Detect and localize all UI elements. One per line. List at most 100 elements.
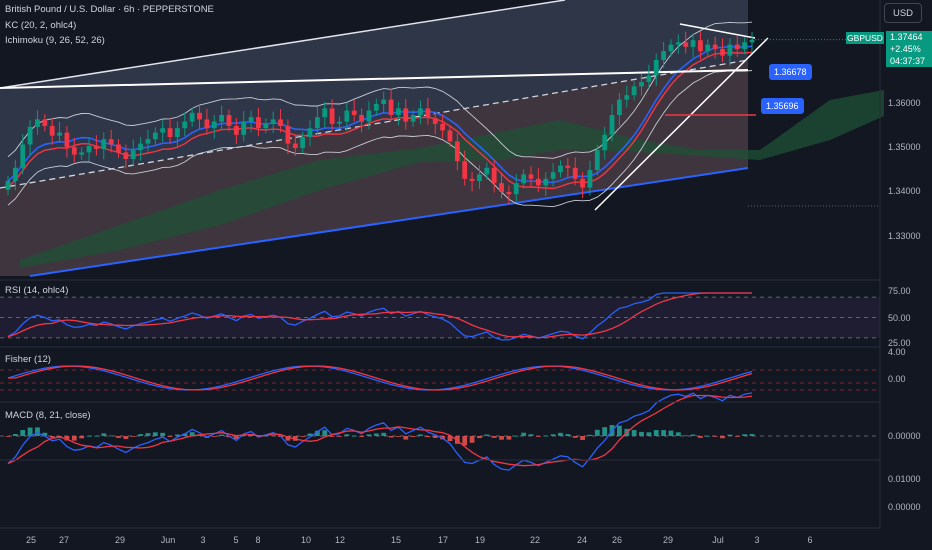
macd-histogram-bar <box>646 432 652 436</box>
candle-body <box>263 123 269 129</box>
macd-histogram-bar <box>639 431 644 436</box>
currency-button[interactable]: USD <box>884 3 922 23</box>
candle-body <box>248 117 254 122</box>
candle-body <box>337 121 342 124</box>
macd-histogram-bar <box>727 434 733 436</box>
macd-histogram-bar <box>233 436 239 439</box>
candle-body <box>145 139 151 144</box>
candle-body <box>93 145 99 149</box>
level-label-1[interactable]: 1.36678 <box>769 64 812 80</box>
macd-histogram-bar <box>211 436 217 437</box>
candle-body <box>108 139 114 145</box>
candle-body <box>749 39 755 43</box>
macd-histogram-bar <box>403 436 409 440</box>
macd-histogram-bar <box>749 434 755 436</box>
x-tick: 29 <box>114 535 126 545</box>
macd-histogram-bar <box>543 435 549 437</box>
ichimoku-indicator-label[interactable]: Ichimoku (9, 26, 52, 26) <box>5 35 105 46</box>
channel-midline <box>0 59 749 189</box>
macd-histogram-bar <box>300 436 306 437</box>
macd-histogram-bar <box>506 436 512 440</box>
x-tick: 24 <box>576 535 588 545</box>
candle-body <box>543 178 549 186</box>
rsi-label[interactable]: RSI (14, ohlc4) <box>5 285 69 296</box>
main-price-pane <box>0 0 884 277</box>
candle-body <box>484 167 490 175</box>
fisher-tick: 4.00 <box>888 347 906 357</box>
symbol-title: British Pound / U.S. Dollar · 6h · PEPPE… <box>5 4 214 15</box>
candle-body <box>447 130 453 142</box>
x-tick: 8 <box>255 535 261 545</box>
candle-body <box>152 132 158 140</box>
rising-trendline <box>594 37 769 211</box>
macd-histogram-bar <box>668 430 674 436</box>
macd-histogram-bar <box>42 432 48 436</box>
candle-body <box>624 95 630 100</box>
macd-histogram-bar <box>12 434 18 436</box>
rsi-pane <box>0 292 880 341</box>
candle-body <box>646 75 652 82</box>
y-tick: 1.34000 <box>888 186 921 196</box>
macd-histogram-bar <box>130 436 136 437</box>
macd-pane <box>0 392 880 471</box>
kc-indicator-label[interactable]: KC (20, 2, ohlc4) <box>5 20 77 31</box>
macd-label[interactable]: MACD (8, 21, close) <box>5 410 91 421</box>
x-tick: 29 <box>662 535 674 545</box>
y-tick: 1.36000 <box>888 98 921 108</box>
macd-histogram-bar <box>344 434 350 436</box>
macd-histogram-bar <box>64 436 70 441</box>
candle-body <box>167 128 173 137</box>
candle-body <box>211 121 217 129</box>
x-tick: 10 <box>300 535 312 545</box>
candle-body <box>35 119 40 127</box>
candle-body <box>101 139 107 149</box>
kc-lower-line <box>7 70 753 208</box>
candle-body <box>64 132 70 148</box>
candle-body <box>300 137 306 148</box>
macd-histogram-bar <box>477 436 482 439</box>
candle-body <box>396 108 401 115</box>
candle-body <box>182 121 188 129</box>
candle-body <box>270 119 276 124</box>
macd-histogram-bar <box>189 432 195 436</box>
level-label-2[interactable]: 1.35696 <box>761 98 804 114</box>
x-tick: 17 <box>437 535 449 545</box>
candle-body <box>720 49 725 56</box>
macd-histogram-bar <box>337 436 342 437</box>
macd-tick: 0.01000 <box>888 474 921 484</box>
y-tick: 1.33000 <box>888 231 921 241</box>
candle-body <box>219 115 225 122</box>
candle-body <box>587 170 593 188</box>
candle-body <box>381 99 387 104</box>
macd-histogram-bar <box>587 434 593 436</box>
macd-histogram-bar <box>307 433 313 436</box>
candle-body <box>683 42 689 47</box>
macd-histogram-bar <box>351 435 357 437</box>
candle-body <box>49 126 55 136</box>
candle-body <box>462 161 468 179</box>
macd-histogram-bar <box>594 429 600 436</box>
x-tick: 6 <box>807 535 813 545</box>
macd-histogram-bar <box>675 432 681 436</box>
candle-body <box>27 126 33 145</box>
macd-histogram-bar <box>79 436 85 439</box>
macd-histogram-bar <box>116 436 121 438</box>
candle-body <box>57 132 62 136</box>
macd-histogram-bar <box>565 434 571 436</box>
candle-body <box>705 44 711 52</box>
candle-body <box>20 144 26 168</box>
candle-body <box>79 152 85 155</box>
macd-histogram-bar <box>71 436 77 441</box>
fisher-label[interactable]: Fisher (12) <box>5 354 51 365</box>
macd-histogram-bar <box>432 436 438 438</box>
macd-histogram-bar <box>513 435 519 437</box>
candle-body <box>425 108 431 119</box>
ichimoku-conversion-line <box>7 45 753 184</box>
last-price-box: 1.37464 +2.45% 04:37:37 <box>886 31 932 67</box>
macd-histogram-bar <box>175 434 180 436</box>
candle-body <box>351 110 357 115</box>
candle-body <box>565 165 571 168</box>
candle-body <box>690 40 696 47</box>
macd-histogram-bar <box>705 435 711 437</box>
candle-body <box>410 115 416 122</box>
